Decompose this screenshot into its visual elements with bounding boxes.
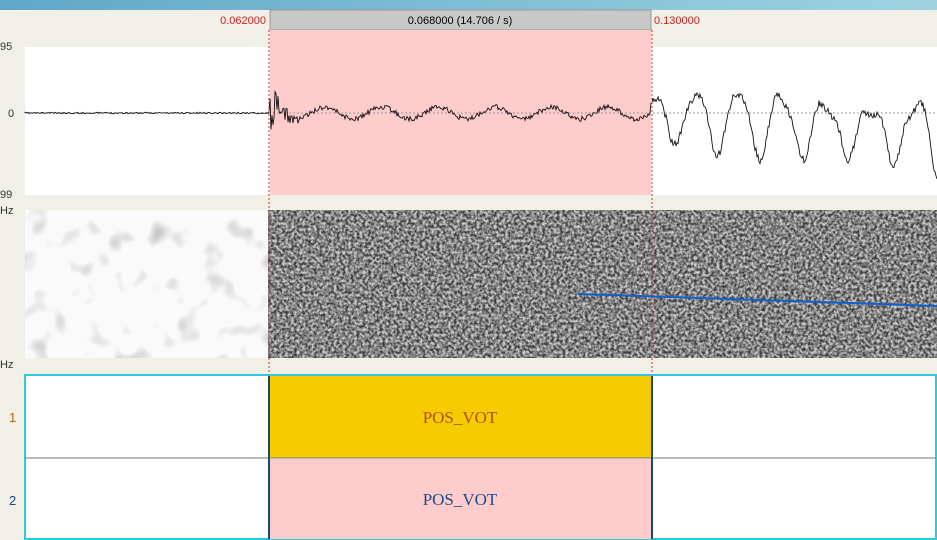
title-strip <box>0 0 937 10</box>
tier-2-selected-interval[interactable] <box>270 459 651 539</box>
spectrogram-silence-texture <box>25 210 268 358</box>
tier-1-selected-interval[interactable] <box>270 376 651 458</box>
amplitude-zero: 0 <box>8 108 14 120</box>
frequency-max: Hz <box>0 205 13 217</box>
amplitude-min: 99 <box>0 189 12 201</box>
tier-number: 1 <box>9 410 16 425</box>
interval-label: POS_VOT <box>423 408 498 427</box>
spectrogram-texture <box>268 210 937 358</box>
interval-label: POS_VOT <box>423 490 498 509</box>
selection-end-time: 0.130000 <box>654 15 700 27</box>
waveform <box>24 90 937 180</box>
amplitude-max: 95 <box>0 41 12 53</box>
tier-number: 2 <box>9 493 16 508</box>
pitch-contour <box>577 293 937 307</box>
frequency-min: Hz <box>0 359 13 371</box>
selection-duration: 0.068000 (14.706 / s) <box>408 15 513 27</box>
selection-start-time: 0.062000 <box>220 15 266 27</box>
